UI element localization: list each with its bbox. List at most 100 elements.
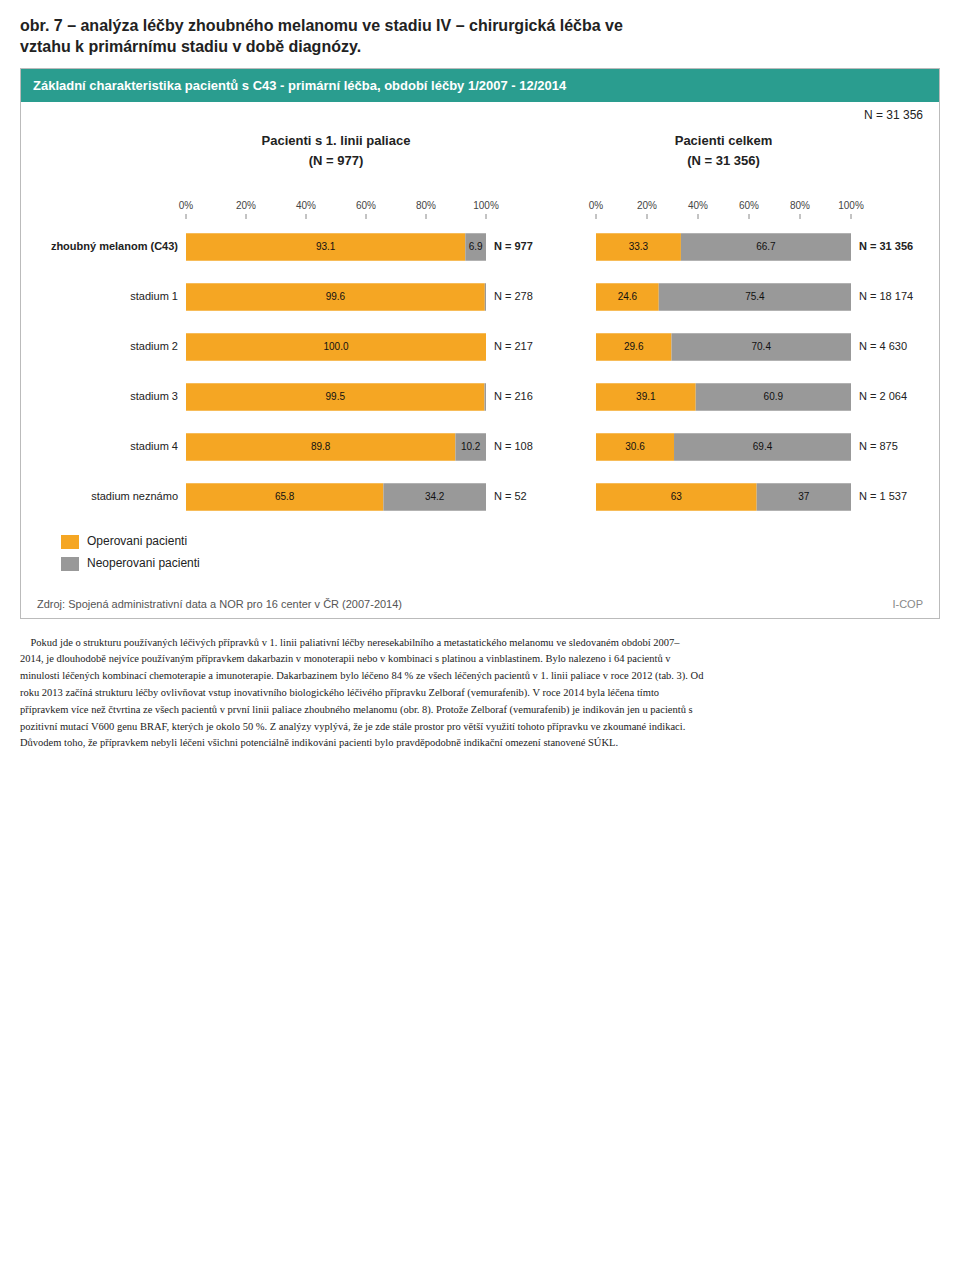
panel-subtitle: (N = 31 356) [687, 153, 760, 168]
data-label: 30.6 [625, 440, 645, 451]
bar [681, 233, 851, 261]
x-tick-label: 40% [296, 199, 316, 210]
data-label: 100.0 [323, 340, 348, 351]
data-label: 6.9 [469, 240, 483, 251]
body-line: roku 2013 začíná strukturu léčby ovlivňo… [20, 685, 940, 702]
category-label: stadium 3 [130, 390, 178, 402]
row-annotation: N = 31 356 [859, 240, 913, 252]
bar [757, 483, 851, 511]
x-tick-label: 0% [589, 199, 604, 210]
category-label: stadium neznámo [91, 490, 178, 502]
x-tick [186, 214, 187, 219]
data-label: 93.1 [316, 240, 336, 251]
bar [186, 233, 465, 261]
credit-text: I-COP [892, 598, 923, 610]
category-label: stadium 1 [130, 290, 178, 302]
bar [671, 333, 851, 361]
row-annotation: N = 1 537 [859, 490, 907, 502]
body-line: pozitivní mutací V600 genu BRAF, kterých… [20, 719, 940, 736]
x-tick-label: 80% [790, 199, 810, 210]
x-tick [698, 214, 699, 219]
x-tick [486, 214, 487, 219]
row-annotation: N = 2 064 [859, 390, 907, 402]
data-label: 33.3 [629, 240, 649, 251]
bar [596, 333, 671, 361]
bar [596, 383, 696, 411]
body-line: přípravkem více než čtvrtina ze všech pa… [20, 702, 940, 719]
bar [485, 383, 487, 411]
data-label: 66.7 [756, 240, 776, 251]
data-label: 99.6 [326, 290, 346, 301]
x-tick-label: 100% [838, 199, 864, 210]
body-line: 2014, je dlouhodobě nejvíce používaným p… [20, 651, 940, 668]
data-label: 37 [798, 490, 810, 501]
row-annotation: N = 216 [494, 390, 533, 402]
row-annotation: N = 4 630 [859, 340, 907, 352]
category-label: stadium 4 [130, 440, 178, 452]
header-banner: Základní charakteristika pacientů s C43 … [21, 69, 939, 102]
data-label: 29.6 [624, 340, 644, 351]
bar [596, 483, 757, 511]
source-text: Zdroj: Spojená administrativní data a NO… [37, 598, 402, 610]
data-label: 89.8 [311, 440, 331, 451]
bar [186, 283, 485, 311]
panel-title: Pacienti celkem [675, 133, 773, 148]
x-tick-label: 0% [179, 199, 194, 210]
x-tick-label: 20% [637, 199, 657, 210]
data-label: 60.9 [764, 390, 784, 401]
x-tick [306, 214, 307, 219]
x-tick [366, 214, 367, 219]
x-tick-label: 40% [688, 199, 708, 210]
data-label: 10.2 [461, 440, 481, 451]
row-annotation: N = 875 [859, 440, 898, 452]
body-line: minulosti léčených kombinací chemoterapi… [20, 668, 940, 685]
x-tick [596, 214, 597, 219]
row-annotation: N = 278 [494, 290, 533, 302]
bar [186, 333, 486, 361]
x-tick-label: 80% [416, 199, 436, 210]
row-annotation: N = 977 [494, 240, 533, 252]
page-title: obr. 7 – analýza léčby zhoubného melanom… [20, 16, 940, 58]
bar [186, 483, 383, 511]
bar-group [596, 233, 851, 511]
row-annotation: N = 217 [494, 340, 533, 352]
body-line: Důvodem toho, že přípravkem nebyli léčen… [20, 735, 940, 752]
data-label: 65.8 [275, 490, 295, 501]
data-label: 75.4 [745, 290, 765, 301]
data-label: 34.2 [425, 490, 445, 501]
x-tick [246, 214, 247, 219]
legend-swatch [61, 535, 79, 549]
x-tick [749, 214, 750, 219]
charts-svg: Pacienti s 1. linii paliace (N = 977) 0% 20… [21, 122, 939, 592]
x-tick [800, 214, 801, 219]
panel-subtitle: (N = 977) [309, 153, 364, 168]
bar [596, 433, 674, 461]
x-tick-label: 100% [473, 199, 499, 210]
bar [659, 283, 851, 311]
data-label: 69.4 [753, 440, 773, 451]
data-label: 63 [671, 490, 683, 501]
x-tick-label: 60% [739, 199, 759, 210]
chart-box: Základní charakteristika pacientů s C43 … [20, 68, 940, 619]
category-label: stadium 2 [130, 340, 178, 352]
bar [186, 383, 485, 411]
source-row: Zdroj: Spojená administrativní data a NO… [21, 592, 939, 618]
category-label: zhoubný melanom (C43) [51, 240, 178, 252]
legend-label: Operovani pacienti [87, 534, 187, 548]
body-text: Pokud jde o strukturu používaných léčivý… [20, 635, 940, 753]
data-label: 24.6 [618, 290, 638, 301]
bar [383, 483, 486, 511]
legend-label: Neoperovani pacienti [87, 556, 200, 570]
data-label: 39.1 [636, 390, 656, 401]
bar [485, 283, 486, 311]
bar [596, 233, 681, 261]
data-label: 70.4 [752, 340, 772, 351]
x-tick [426, 214, 427, 219]
bar [596, 283, 659, 311]
x-tick [647, 214, 648, 219]
row-annotation: N = 108 [494, 440, 533, 452]
x-tick-label: 60% [356, 199, 376, 210]
data-label: 99.5 [326, 390, 346, 401]
panel-title: Pacienti s 1. linii paliace [262, 133, 411, 148]
bar [486, 333, 487, 361]
